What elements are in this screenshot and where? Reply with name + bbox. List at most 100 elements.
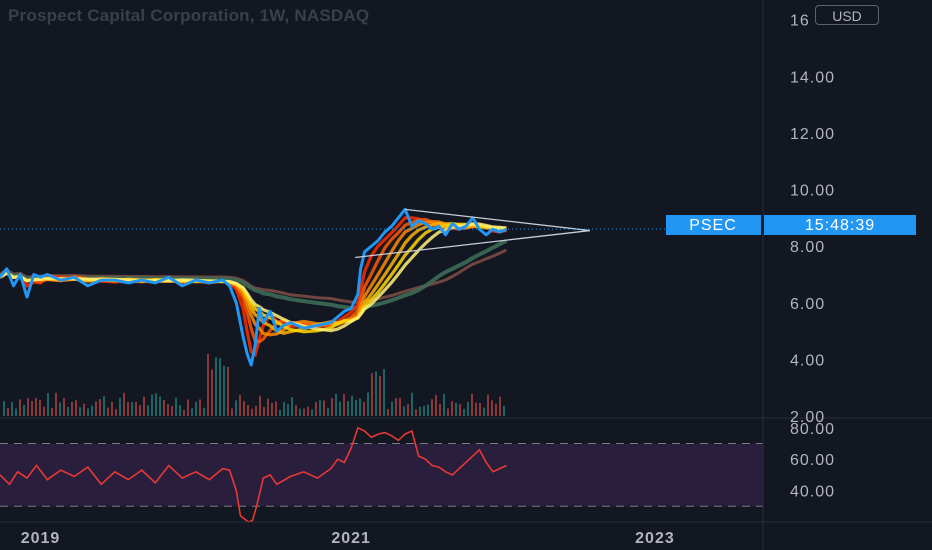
volume-bar: [479, 402, 481, 416]
volume-bar: [367, 392, 369, 416]
volume-bar: [407, 404, 409, 416]
volume-bar: [67, 406, 69, 416]
rsi-tick-label: 80.00: [790, 421, 835, 438]
volume-bar: [83, 403, 85, 416]
volume-bar: [187, 399, 189, 416]
volume-bar: [151, 394, 153, 416]
volume-bar: [427, 404, 429, 416]
price-tick-label: 2.00: [790, 409, 825, 426]
volume-bar: [395, 398, 397, 416]
volume-bar: [7, 407, 9, 416]
volume-bar: [327, 407, 329, 416]
volume-bar: [447, 408, 449, 416]
volume-bar: [147, 405, 149, 416]
volume-bar: [471, 393, 473, 416]
trend-line-upper: [405, 208, 591, 232]
volume-bar: [63, 397, 65, 416]
volume-bar: [463, 408, 465, 416]
volume-bar: [259, 395, 261, 416]
price-line: [0, 207, 507, 367]
volume-bar: [503, 405, 505, 416]
volume-bar: [195, 401, 197, 416]
volume-bar: [239, 394, 241, 416]
volume-bar: [399, 397, 401, 416]
volume-bar: [115, 409, 117, 416]
volume-bar: [243, 401, 245, 416]
volume-bar: [467, 401, 469, 416]
volume-bar: [335, 393, 337, 416]
volume-bar: [99, 399, 101, 416]
volume-bar: [275, 401, 277, 416]
volume-bar: [343, 394, 345, 416]
symbol-tag-label: PSEC: [689, 217, 737, 234]
volume-bar: [131, 402, 133, 416]
volume-bar: [419, 406, 421, 416]
volume-bar: [23, 404, 25, 416]
price-tick-label: 6.00: [790, 296, 825, 313]
time-tick-label: 2023: [635, 530, 675, 547]
volume-bar: [159, 396, 161, 416]
volume-bar: [171, 406, 173, 416]
volume-bar: [127, 402, 129, 416]
volume-bar: [227, 366, 229, 416]
volume-bar: [203, 407, 205, 416]
volume-bar: [303, 408, 305, 416]
last-price-tag: 15:48:39: [764, 215, 916, 235]
chart-title: Prospect Capital Corporation, 1W, NASDAQ: [8, 6, 370, 25]
volume-bar: [435, 395, 437, 416]
price-tick-label: 16: [790, 13, 810, 30]
price-tick-label: 4.00: [790, 352, 825, 369]
volume-bar: [423, 405, 425, 416]
rsi-line: [0, 426, 507, 523]
volume-bar: [331, 398, 333, 416]
volume-bar: [59, 402, 61, 416]
volume-bar: [351, 395, 353, 416]
volume-bar: [439, 403, 441, 416]
volume-bar: [291, 397, 293, 416]
volume-bar: [179, 405, 181, 416]
rsi-axis[interactable]: 80.00 60.00 40.00: [790, 421, 835, 501]
volume-bar: [323, 400, 325, 416]
volume-bar: [231, 408, 233, 416]
volume-bar: [355, 400, 357, 416]
volume-bar: [75, 400, 77, 416]
volume-bar: [387, 409, 389, 416]
volume-bar: [79, 407, 81, 416]
volume-bar: [295, 405, 297, 416]
volume-bar: [103, 396, 105, 416]
volume-bar: [383, 369, 385, 416]
volume-bar: [363, 402, 365, 416]
volume-bar: [107, 407, 109, 416]
volume-bar: [375, 371, 377, 416]
volume-bar: [19, 399, 21, 416]
volume-bar: [91, 405, 93, 416]
volume-bar: [31, 401, 33, 416]
currency-button[interactable]: USD: [815, 5, 879, 25]
volume-bar: [207, 353, 209, 416]
volume-bar: [475, 402, 477, 416]
time-axis[interactable]: 2019 2021 2023: [21, 530, 675, 547]
volume-bar: [167, 404, 169, 416]
countdown-label: 15:48:39: [805, 217, 875, 234]
volume-bar: [191, 408, 193, 416]
volume-bar: [71, 401, 73, 416]
volume-bar: [175, 397, 177, 416]
volume-bar: [139, 405, 141, 416]
volume-bar: [271, 402, 273, 416]
volume-bar: [11, 402, 13, 416]
volume-bar: [483, 407, 485, 416]
volume-bar: [371, 373, 373, 416]
volume-bar: [495, 403, 497, 416]
volume-bar: [339, 401, 341, 416]
volume-bar: [215, 357, 217, 416]
price-axis[interactable]: 16 14.00 12.00 10.00 8.00 6.00 4.00 2.00: [790, 13, 835, 426]
volume-bar: [315, 402, 317, 416]
trend-line-lower: [355, 229, 591, 259]
volume-bar: [223, 365, 225, 416]
ribbon-ma-6: [0, 222, 507, 333]
volume-bar: [487, 394, 489, 416]
volume-bar: [43, 406, 45, 416]
volume-bar: [39, 399, 41, 416]
symbol-tag: PSEC: [666, 215, 761, 235]
